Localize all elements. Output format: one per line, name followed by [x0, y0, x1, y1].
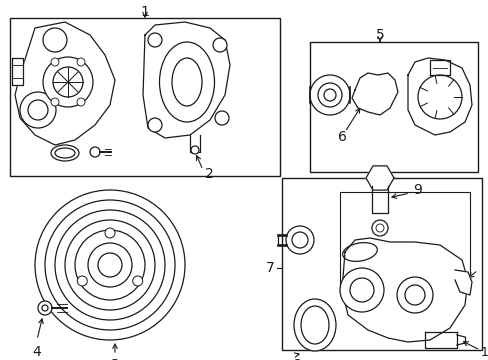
Circle shape [65, 220, 155, 310]
Polygon shape [365, 166, 393, 190]
Text: 7: 7 [265, 261, 274, 275]
Polygon shape [15, 22, 115, 145]
Circle shape [339, 268, 383, 312]
Circle shape [148, 118, 162, 132]
Ellipse shape [293, 299, 335, 351]
Circle shape [77, 58, 85, 66]
Text: 4: 4 [33, 345, 41, 359]
Circle shape [38, 301, 52, 315]
Text: 8: 8 [292, 358, 301, 360]
Ellipse shape [55, 148, 75, 158]
Text: 10: 10 [480, 346, 488, 359]
Ellipse shape [301, 306, 328, 344]
Circle shape [28, 100, 48, 120]
Circle shape [396, 277, 432, 313]
Polygon shape [454, 270, 471, 295]
Bar [339, 192, 469, 292]
Polygon shape [12, 58, 23, 85]
Circle shape [213, 38, 226, 52]
Circle shape [375, 224, 383, 232]
Ellipse shape [172, 58, 202, 106]
Polygon shape [407, 58, 471, 135]
Text: 6: 6 [337, 130, 346, 144]
Bar [10, 18, 280, 176]
Circle shape [148, 33, 162, 47]
Circle shape [417, 75, 461, 119]
Circle shape [215, 111, 228, 125]
Circle shape [43, 28, 67, 52]
Circle shape [42, 305, 48, 311]
Circle shape [132, 276, 142, 286]
Circle shape [98, 253, 122, 277]
Circle shape [53, 67, 83, 97]
Circle shape [404, 285, 424, 305]
Circle shape [43, 57, 93, 107]
Circle shape [317, 83, 341, 107]
Polygon shape [142, 22, 229, 138]
Circle shape [35, 190, 184, 340]
Circle shape [88, 243, 132, 287]
Circle shape [291, 232, 307, 248]
Text: 1: 1 [140, 5, 149, 19]
Bar [309, 42, 477, 172]
Ellipse shape [51, 145, 79, 161]
Ellipse shape [159, 42, 214, 122]
Circle shape [324, 89, 335, 101]
Polygon shape [341, 238, 467, 342]
Polygon shape [351, 73, 397, 115]
Circle shape [105, 228, 115, 238]
Circle shape [285, 226, 313, 254]
Circle shape [309, 75, 349, 115]
Text: 2: 2 [204, 167, 213, 181]
Circle shape [191, 146, 199, 154]
Text: 9: 9 [412, 183, 421, 197]
Circle shape [349, 278, 373, 302]
Circle shape [55, 210, 164, 320]
Circle shape [77, 98, 85, 106]
Circle shape [75, 230, 145, 300]
Text: 3: 3 [110, 358, 119, 360]
Bar [282, 178, 481, 350]
Text: 5: 5 [375, 28, 384, 42]
Circle shape [371, 220, 387, 236]
Circle shape [51, 98, 59, 106]
Circle shape [45, 200, 175, 330]
Circle shape [90, 147, 100, 157]
Circle shape [51, 58, 59, 66]
Circle shape [20, 92, 56, 128]
Ellipse shape [342, 243, 377, 261]
Circle shape [77, 276, 87, 286]
